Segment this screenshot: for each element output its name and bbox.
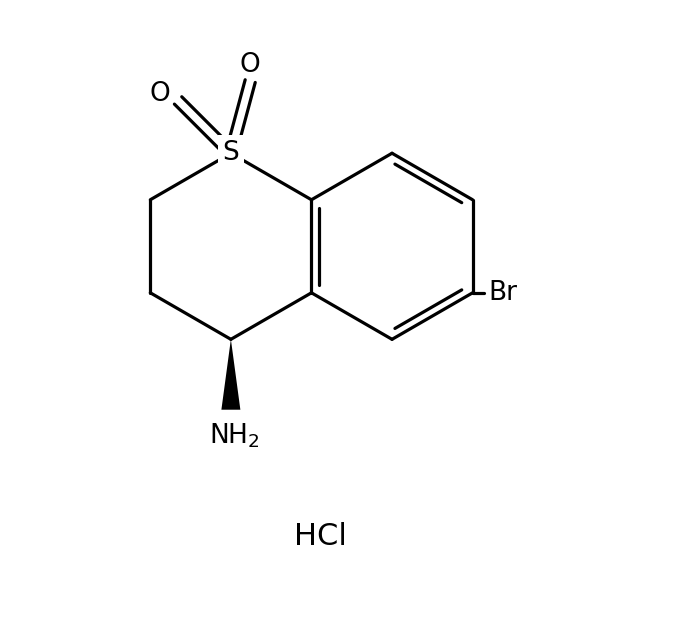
Text: O: O bbox=[240, 51, 260, 78]
Polygon shape bbox=[222, 339, 241, 409]
Text: S: S bbox=[222, 140, 239, 167]
Text: HCl: HCl bbox=[294, 522, 347, 551]
Text: Br: Br bbox=[489, 280, 517, 305]
Text: NH$_2$: NH$_2$ bbox=[209, 422, 260, 451]
Text: O: O bbox=[149, 81, 170, 107]
